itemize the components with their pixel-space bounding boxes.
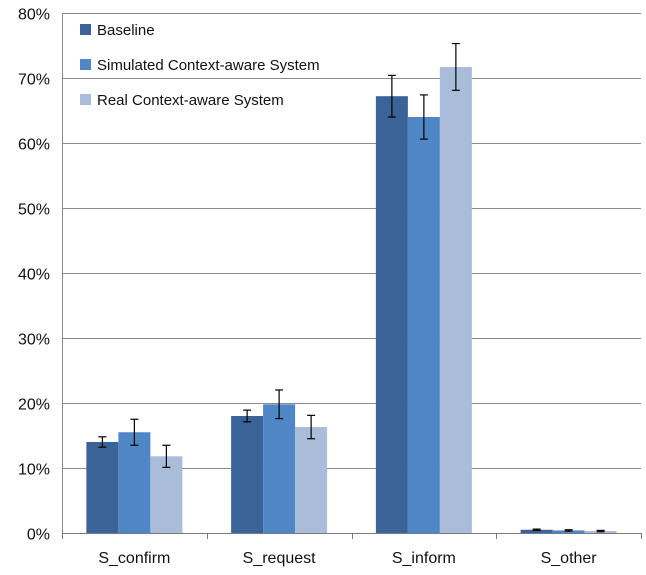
x-category-label: S_other [541,550,598,567]
y-tick-label: 40% [18,267,50,284]
x-category-label: S_inform [392,550,456,567]
error-bars [98,42,605,533]
y-tick-label: 50% [18,202,50,219]
legend-swatch [80,94,91,105]
bar-s-request-series-2 [263,404,296,533]
bar-s-confirm-series-3 [150,456,183,533]
x-axis [62,533,642,539]
x-category-label: S_confirm [98,550,170,567]
x-axis-category-labels: S_confirm S_request S_inform S_other [98,550,597,567]
legend-swatch [80,59,91,70]
bar-s-confirm-series-1 [86,442,119,533]
bar-s-request-series-3 [295,427,328,533]
y-tick-label: 60% [18,137,50,154]
bar-s-other-series-1 [520,529,553,533]
bar-s-request-series-1 [231,416,264,533]
bars [86,66,617,533]
y-tick-label: 70% [18,72,50,89]
x-category-label: S_request [243,550,316,567]
y-tick-label: 10% [18,462,50,479]
bar-s-inform-series-3 [439,66,472,533]
y-axis-tick-labels: 0% 10% 20% 30% 40% 50% 60% 70% 80% [18,7,50,544]
legend-label: Simulated Context-aware System [97,57,320,74]
y-tick-label: 0% [27,527,50,544]
bar-s-inform-series-1 [375,96,408,533]
bar-s-confirm-series-2 [118,432,151,533]
bar-s-other-series-2 [552,530,585,533]
legend-label: Baseline [97,22,155,39]
legend-label: Real Context-aware System [97,92,284,109]
y-tick-label: 80% [18,7,50,24]
y-tick-label: 20% [18,397,50,414]
bar-s-inform-series-2 [407,117,440,533]
y-tick-label: 30% [18,332,50,349]
legend-swatch [80,24,91,35]
legend: Baseline Simulated Context-aware System Re… [80,22,320,109]
